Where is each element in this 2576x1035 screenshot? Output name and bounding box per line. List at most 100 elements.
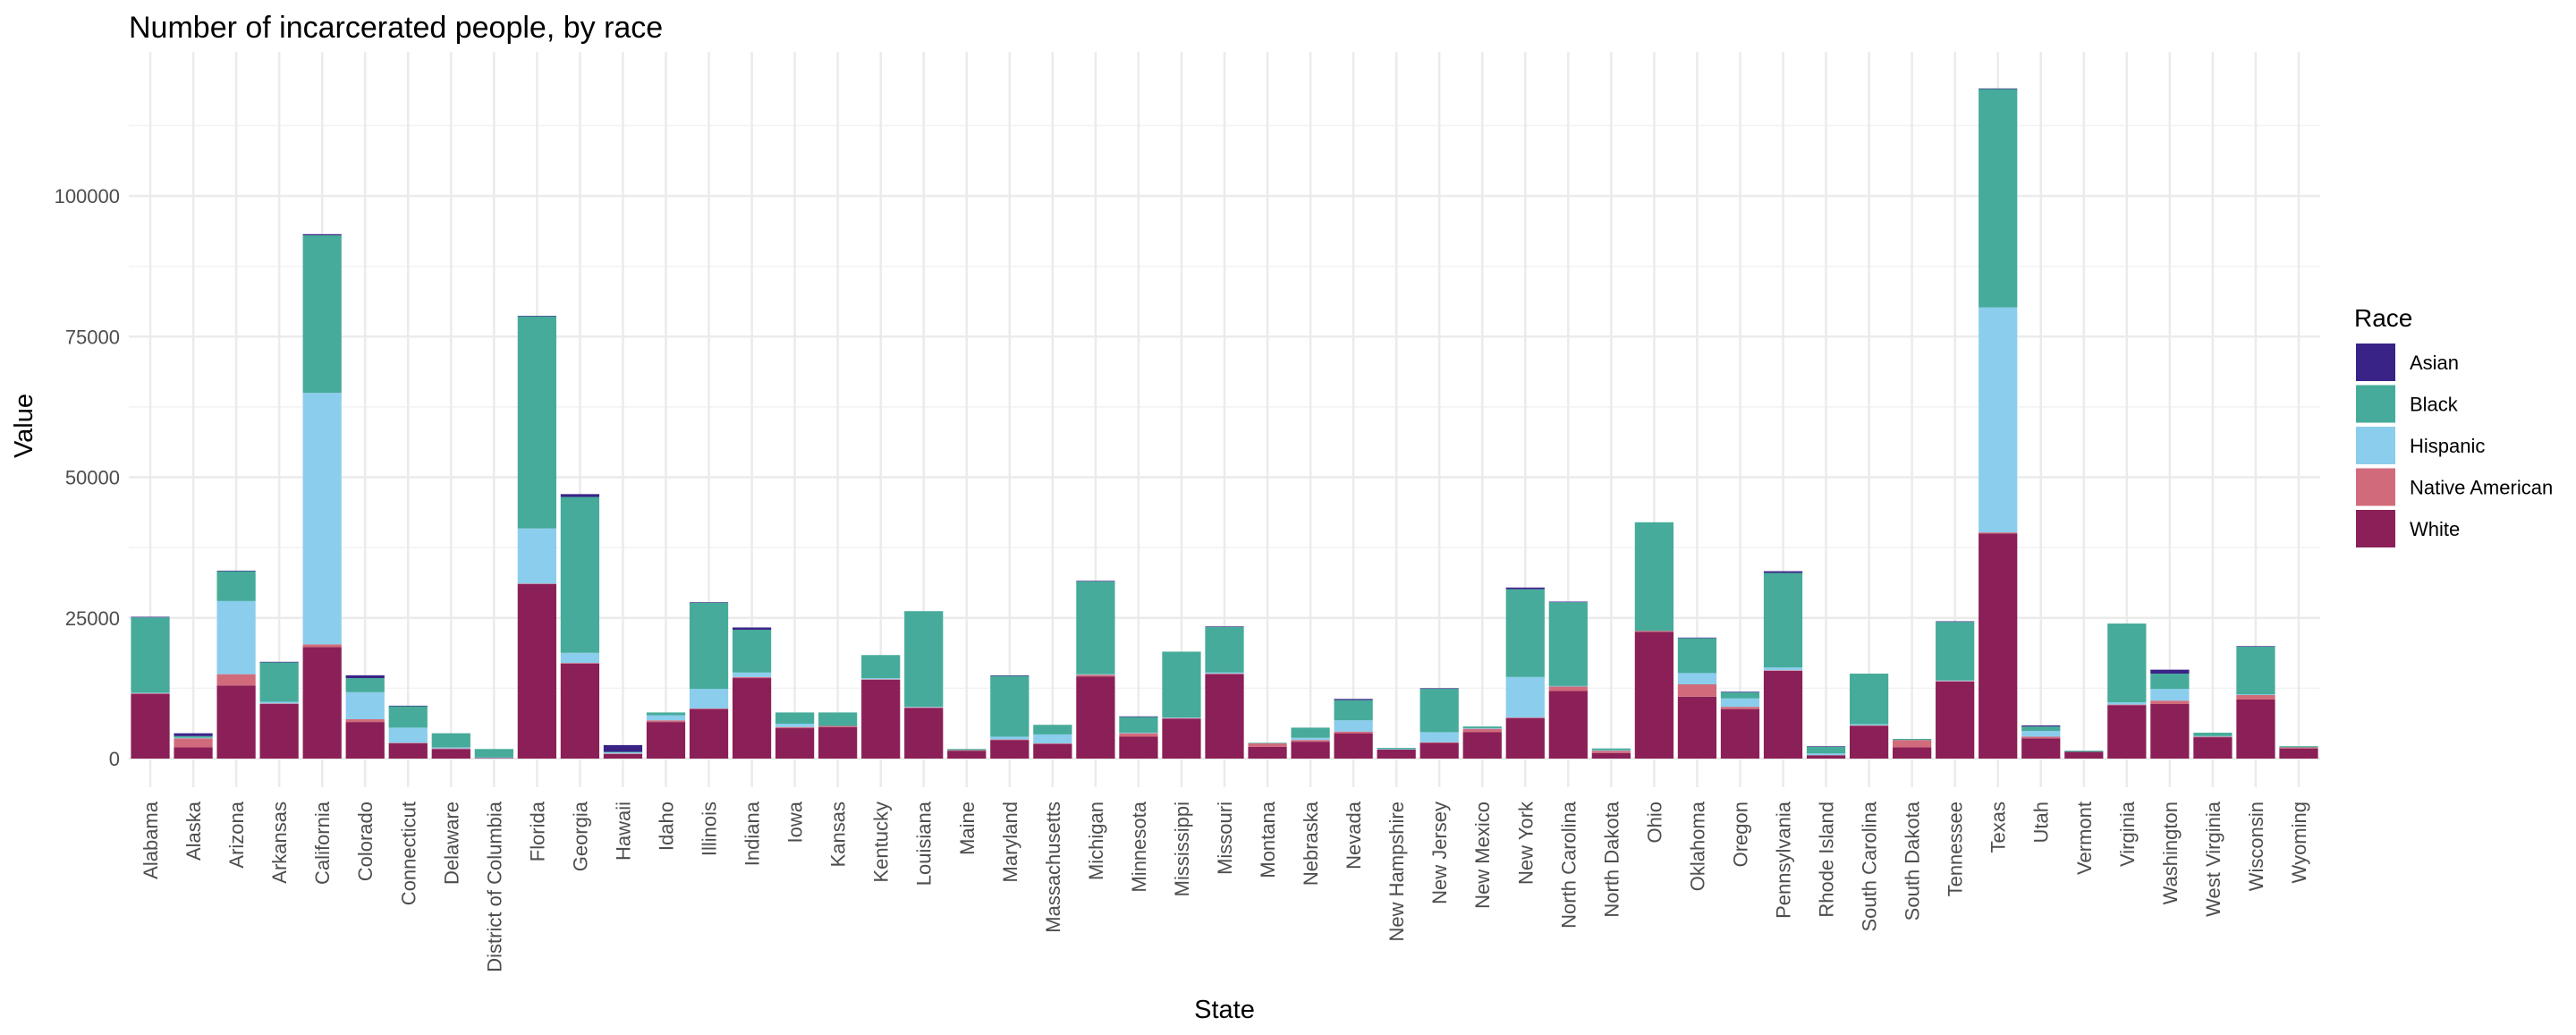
bar-segment-native-american	[732, 676, 772, 679]
bar-segment-white	[732, 678, 772, 759]
bar-segment-native-american	[517, 583, 556, 585]
bar-segment-white	[2107, 705, 2147, 759]
bar-segment-black	[732, 629, 772, 673]
bar-segment-asian	[1763, 571, 1803, 573]
bar-segment-black	[1377, 748, 1416, 750]
bar-segment-hispanic	[1033, 734, 1072, 744]
bar-segment-asian	[259, 661, 299, 663]
axis-layer: 0 25000 50000 75000 100000 Alabama Alaska Arizo…	[55, 185, 2310, 972]
x-tick-label: Kentucky	[870, 802, 893, 883]
y-tick-label: 100000	[55, 185, 120, 208]
bar-segment-native-american	[1162, 717, 1201, 719]
x-tick-label: Washington	[2159, 802, 2182, 904]
bar-segment-native-american	[259, 703, 299, 704]
bar-segment-black	[904, 611, 944, 708]
bar-segment-white	[474, 758, 513, 759]
bar-segment-black	[1806, 746, 1846, 754]
bar-segment-asian	[1806, 746, 1846, 747]
x-tick-label: Connecticut	[397, 802, 419, 905]
x-tick-label: Colorado	[354, 802, 377, 881]
bar-segment-black	[131, 617, 170, 693]
x-tick-label: Utah	[2030, 802, 2053, 843]
bar-segment-native-american	[174, 738, 213, 748]
bar-segment-native-american	[431, 748, 470, 750]
x-tick-label: Pennsylvania	[1773, 801, 1795, 919]
bar-segment-hispanic	[861, 678, 901, 680]
bar-segment-native-american	[1677, 683, 1717, 697]
bar-segment-black	[259, 662, 299, 702]
bar-segment-black	[1419, 689, 1459, 733]
bar-segment-white	[1248, 746, 1287, 759]
bar-segment-asian	[1720, 691, 1760, 692]
bar-segment-hispanic	[603, 752, 643, 754]
bar-segment-native-american	[818, 725, 858, 727]
bar-segment-hispanic	[1334, 720, 1373, 732]
x-tick-label: Alabama	[140, 801, 162, 879]
bar-segment-native-american	[1548, 686, 1588, 691]
bar-segment-black	[1205, 626, 1244, 673]
bar-segment-hispanic	[904, 707, 944, 708]
chart-title: Number of incarcerated people, by race	[129, 11, 663, 45]
x-tick-label: Kansas	[827, 802, 850, 867]
bar-segment-asian	[345, 674, 385, 679]
bar-segment-white	[1634, 632, 1674, 759]
bar-segment-asian	[1419, 688, 1459, 690]
bar-segment-black	[1291, 727, 1330, 738]
bar-segment-native-american	[2107, 704, 2147, 706]
bar-segment-native-american	[646, 720, 686, 723]
bar-segment-white	[1591, 752, 1631, 759]
bar-segment-black	[2236, 646, 2275, 695]
x-tick-label: Alaska	[182, 801, 205, 861]
bar-segment-hispanic	[216, 600, 256, 674]
bar-segment-hispanic	[1505, 676, 1545, 718]
bars-layer	[131, 88, 2318, 759]
bar-segment-black	[345, 678, 385, 692]
bar-segment-native-american	[2150, 700, 2190, 704]
bar-segment-hispanic	[1677, 673, 1717, 684]
bar-segment-native-american	[1979, 532, 2018, 534]
legend-label: Black	[2410, 394, 2459, 416]
x-tick-label: Montana	[1257, 801, 1279, 878]
bar-segment-black	[1634, 522, 1674, 632]
bar-segment-native-american	[1033, 743, 1072, 744]
bar-segment-white	[1162, 718, 1201, 759]
x-tick-label: New Jersey	[1428, 802, 1451, 904]
bar-segment-native-american	[2021, 736, 2061, 739]
legend-swatch-hispanic	[2356, 427, 2395, 464]
bar-segment-native-american	[302, 644, 342, 648]
x-tick-label: South Dakota	[1902, 801, 1924, 920]
y-tick-label: 25000	[65, 607, 120, 630]
bar-segment-native-american	[388, 742, 428, 744]
y-tick-label: 0	[109, 748, 120, 770]
bar-segment-black	[1849, 674, 1889, 725]
bar-segment-white	[2236, 699, 2275, 759]
bar-segment-white	[560, 663, 600, 759]
legend-swatch-native-american	[2356, 468, 2395, 506]
legend-swatch-black	[2356, 385, 2395, 423]
bar-segment-white	[1377, 749, 1416, 759]
bar-segment-black	[990, 675, 1030, 737]
bar-segment-black	[2279, 746, 2318, 748]
bar-segment-black	[1763, 573, 1803, 668]
bar-segment-asian	[1548, 601, 1588, 603]
bar-segment-white	[861, 679, 901, 759]
bar-segment-black	[1248, 742, 1287, 744]
x-tick-label: Hawaii	[612, 802, 634, 861]
bar-segment-black	[1936, 622, 1975, 681]
bar-segment-native-american	[1462, 728, 1502, 733]
bar-segment-hispanic	[2107, 702, 2147, 705]
bar-segment-black	[2150, 674, 2190, 690]
bar-segment-hispanic	[1763, 667, 1803, 671]
bar-segment-black	[775, 712, 815, 725]
x-tick-label: District of Columbia	[483, 801, 505, 971]
bar-segment-white	[2193, 737, 2233, 759]
bar-segment-black	[216, 571, 256, 601]
bar-segment-native-american	[1763, 670, 1803, 671]
bar-segment-hispanic	[1162, 717, 1201, 718]
bar-segment-white	[174, 747, 213, 759]
x-tick-label: Tennessee	[1945, 802, 1967, 896]
x-tick-label: Ohio	[1643, 802, 1665, 843]
bar-segment-black	[646, 712, 686, 716]
bar-segment-native-american	[689, 708, 729, 709]
